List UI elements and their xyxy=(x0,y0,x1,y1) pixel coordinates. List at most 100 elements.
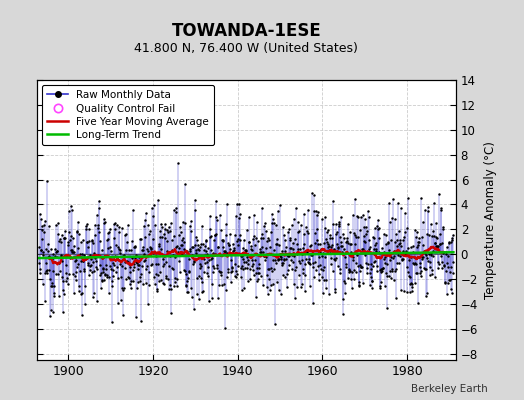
Point xyxy=(146,228,154,234)
Point xyxy=(181,270,190,277)
Point xyxy=(103,274,111,280)
Point xyxy=(436,240,444,247)
Point xyxy=(372,248,380,254)
Point xyxy=(182,278,191,284)
Point xyxy=(364,214,373,220)
Point xyxy=(101,271,110,278)
Point xyxy=(291,294,299,301)
Point xyxy=(305,260,313,266)
Point xyxy=(187,218,195,224)
Point xyxy=(396,240,405,246)
Point xyxy=(374,225,383,231)
Point xyxy=(293,251,301,258)
Point xyxy=(401,250,410,256)
Point xyxy=(67,247,75,253)
Point xyxy=(290,216,298,223)
Point xyxy=(283,251,291,258)
Point xyxy=(431,240,440,247)
Point xyxy=(186,245,194,252)
Point xyxy=(149,236,157,242)
Point xyxy=(240,284,248,291)
Point xyxy=(285,253,293,260)
Point xyxy=(167,220,176,227)
Point xyxy=(306,282,314,289)
Point xyxy=(235,232,244,238)
Point xyxy=(286,244,294,251)
Point xyxy=(360,233,368,239)
Point xyxy=(422,252,431,258)
Point xyxy=(145,268,153,275)
Point xyxy=(118,263,126,269)
Point xyxy=(102,266,110,272)
Point xyxy=(182,281,190,288)
Point xyxy=(78,312,86,319)
Point xyxy=(67,233,75,240)
Point xyxy=(246,266,254,272)
Point xyxy=(96,238,104,244)
Point xyxy=(62,278,70,285)
Point xyxy=(64,242,73,248)
Point xyxy=(172,283,181,290)
Point xyxy=(127,285,135,292)
Point xyxy=(195,260,204,267)
Point xyxy=(110,234,118,241)
Point xyxy=(282,244,290,250)
Point xyxy=(149,202,158,208)
Point xyxy=(272,240,281,247)
Point xyxy=(125,275,133,281)
Point xyxy=(250,272,258,278)
Point xyxy=(45,223,53,229)
Point xyxy=(199,288,208,294)
Point xyxy=(409,243,418,249)
Point xyxy=(187,227,195,234)
Point xyxy=(286,236,294,243)
Point xyxy=(195,273,203,279)
Point xyxy=(49,267,58,274)
Point xyxy=(393,237,401,244)
Point xyxy=(46,276,54,282)
Point xyxy=(205,298,213,305)
Point xyxy=(63,253,71,259)
Point xyxy=(99,265,107,271)
Point xyxy=(269,220,278,226)
Point xyxy=(416,270,424,277)
Point xyxy=(318,274,326,280)
Point xyxy=(234,242,242,248)
Point xyxy=(367,274,376,280)
Point xyxy=(308,252,316,258)
Point xyxy=(294,258,303,265)
Point xyxy=(440,249,448,255)
Point xyxy=(406,274,414,280)
Point xyxy=(354,234,362,240)
Point xyxy=(245,239,253,245)
Point xyxy=(68,246,77,253)
Point xyxy=(48,280,57,286)
Point xyxy=(346,240,355,247)
Point xyxy=(163,238,171,245)
Point xyxy=(177,229,185,236)
Point xyxy=(198,223,206,230)
Point xyxy=(166,228,174,234)
Point xyxy=(348,256,357,263)
Point xyxy=(258,282,267,289)
Point xyxy=(106,248,115,254)
Point xyxy=(308,250,316,256)
Point xyxy=(90,250,98,256)
Point xyxy=(186,223,194,229)
Point xyxy=(271,222,280,228)
Point xyxy=(262,245,270,251)
Point xyxy=(327,261,335,268)
Point xyxy=(236,237,244,243)
Point xyxy=(270,247,278,254)
Point xyxy=(387,253,396,260)
Point xyxy=(192,237,201,243)
Point xyxy=(245,239,254,246)
Point xyxy=(289,246,298,252)
Point xyxy=(298,257,306,263)
Point xyxy=(309,300,318,306)
Point xyxy=(181,181,189,187)
Point xyxy=(226,250,234,256)
Point xyxy=(271,257,279,263)
Point xyxy=(108,267,117,274)
Point xyxy=(208,281,216,288)
